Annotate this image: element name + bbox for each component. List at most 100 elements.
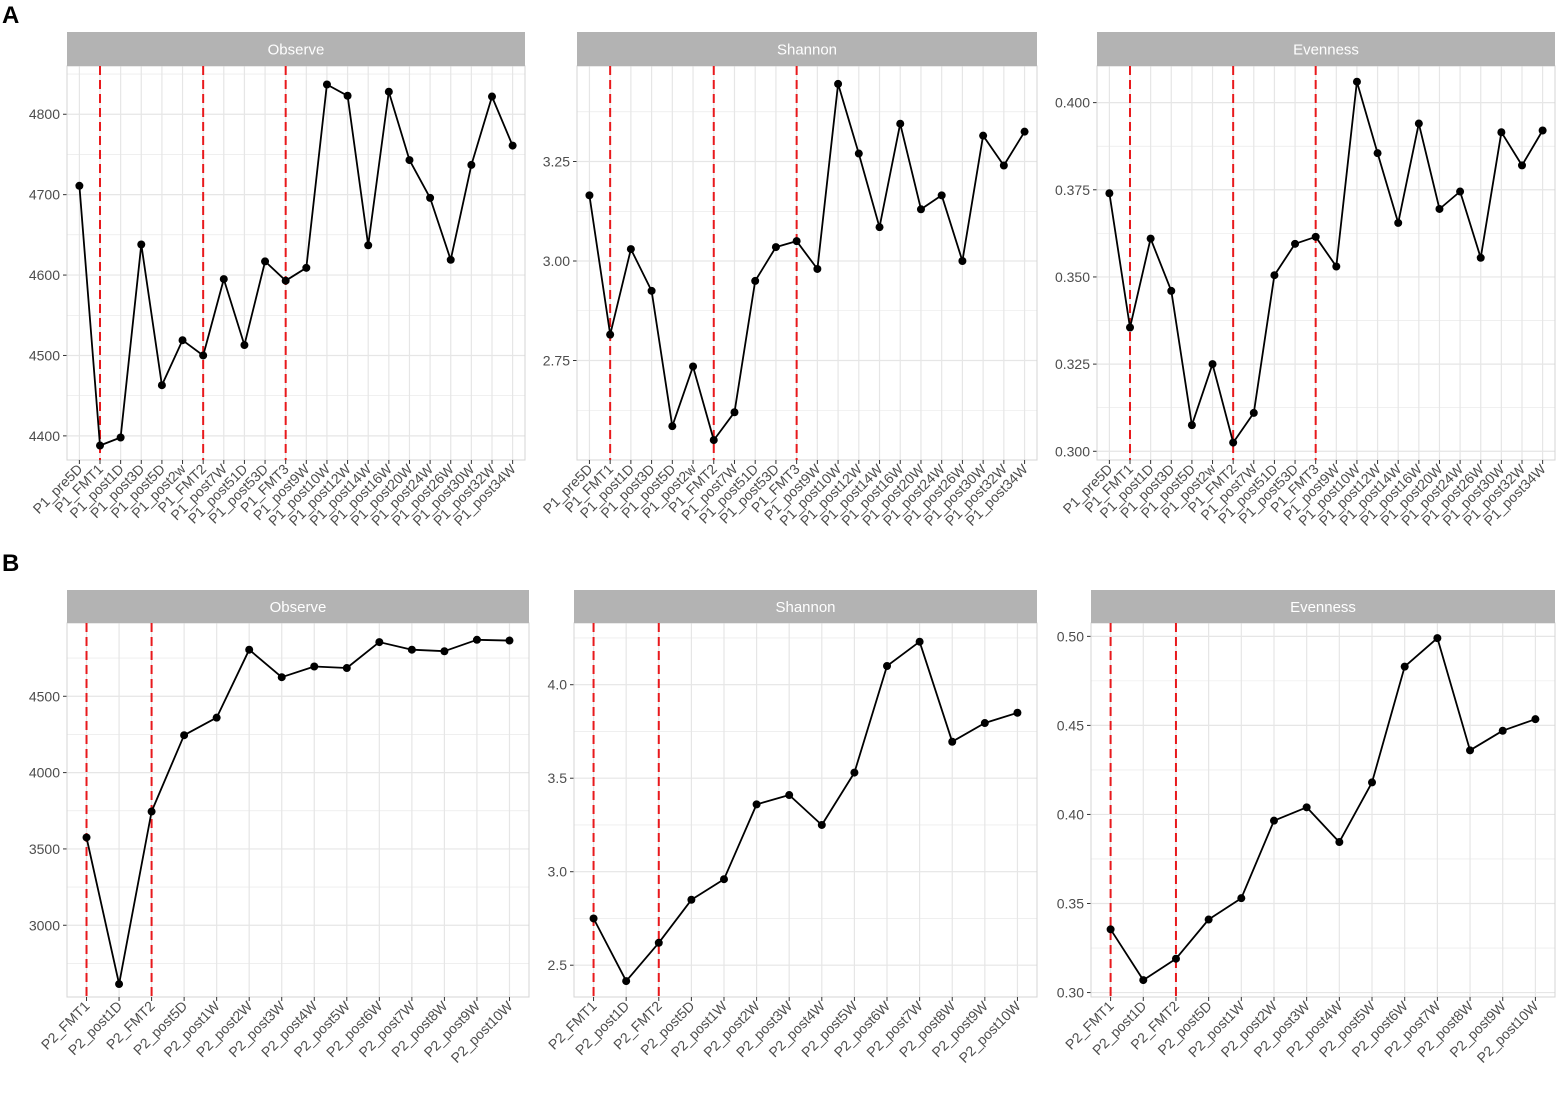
data-point <box>771 243 780 252</box>
data-point <box>1302 803 1311 812</box>
data-point <box>505 636 514 645</box>
row-label-a: A <box>2 2 20 29</box>
data-point <box>1013 708 1022 717</box>
data-point <box>375 638 384 647</box>
data-point <box>281 276 290 285</box>
facet-title: Evenness <box>1293 42 1359 59</box>
data-point <box>1106 925 1115 934</box>
plot-background <box>67 66 525 460</box>
series-line <box>78 83 514 447</box>
panel-shannon: 2.53.03.54.0ShannonP2_FMT1P2_post1DP2_FM… <box>545 590 1038 1066</box>
y-tick-label: 0.375 <box>1055 182 1090 198</box>
facet-title: Evenness <box>1290 599 1356 616</box>
data-point <box>654 938 663 947</box>
data-point <box>157 381 166 390</box>
data-point <box>999 161 1008 170</box>
data-point <box>709 436 718 445</box>
y-tick-label: 4600 <box>29 267 60 283</box>
panel-shannon: 2.753.003.25ShannonP1_pre5DP1_FMT1P1_pos… <box>540 32 1038 529</box>
data-point <box>1249 408 1258 417</box>
data-point <box>1456 187 1465 196</box>
data-point <box>310 662 319 671</box>
y-tick-label: 3.5 <box>548 770 568 786</box>
facet-strip <box>574 590 1037 623</box>
data-point <box>1208 360 1217 369</box>
panel-observe: 44004500460047004800ObserveP1_pre5DP1_FM… <box>29 32 526 529</box>
row-label-b: B <box>2 550 20 577</box>
plot-background <box>1091 623 1555 997</box>
data-point <box>75 181 84 190</box>
panel-observe: 3000350040004500ObserveP2_FMT1P2_post1DP… <box>29 590 530 1066</box>
data-point <box>405 156 414 165</box>
data-point <box>245 645 254 654</box>
y-tick-label: 4700 <box>29 187 60 203</box>
y-tick-label: 4.0 <box>548 677 568 693</box>
y-tick-label: 4500 <box>29 688 60 704</box>
data-point <box>834 79 843 88</box>
data-point <box>407 645 416 654</box>
data-point <box>1466 746 1475 755</box>
data-point <box>792 237 801 246</box>
data-point <box>1229 438 1238 447</box>
facet-strip <box>1091 590 1555 623</box>
y-tick-label: 0.325 <box>1055 356 1090 372</box>
data-point <box>472 635 481 644</box>
plot-background <box>577 66 1037 460</box>
data-point <box>751 276 760 285</box>
data-point <box>1187 421 1196 430</box>
data-point <box>668 422 677 431</box>
data-point <box>440 647 449 656</box>
series-line <box>85 638 510 985</box>
data-point <box>147 807 156 816</box>
data-point <box>622 977 631 986</box>
data-point <box>1517 161 1526 170</box>
data-point <box>1126 323 1135 332</box>
y-tick-label: 3000 <box>29 917 60 933</box>
data-point <box>1476 253 1485 262</box>
data-point <box>937 191 946 200</box>
data-point <box>1237 894 1246 903</box>
data-point <box>785 791 794 800</box>
plot-background <box>67 623 529 997</box>
data-point <box>1311 232 1320 241</box>
data-point <box>1373 149 1382 158</box>
data-point <box>1400 662 1409 671</box>
data-point <box>719 875 728 884</box>
data-point <box>687 895 696 904</box>
data-point <box>277 673 286 682</box>
data-point <box>1368 778 1377 787</box>
data-point <box>850 768 859 777</box>
data-point <box>875 223 884 232</box>
y-tick-label: 3.0 <box>548 864 568 880</box>
panel-evenness: 0.3000.3250.3500.3750.400EvennessP1_pre5… <box>1055 32 1556 529</box>
series-line <box>1108 80 1544 444</box>
data-point <box>96 441 105 450</box>
data-point <box>116 433 125 442</box>
y-tick-label: 0.50 <box>1057 628 1084 644</box>
data-point <box>261 257 270 266</box>
data-point <box>178 336 187 345</box>
data-point <box>1291 239 1300 248</box>
y-tick-label: 2.75 <box>543 353 570 369</box>
y-tick-label: 0.45 <box>1057 717 1084 733</box>
y-tick-label: 4500 <box>29 347 60 363</box>
data-point <box>1394 218 1403 227</box>
data-point <box>752 800 761 809</box>
facet-strip <box>67 32 525 66</box>
data-point <box>1352 77 1361 86</box>
data-point <box>1498 726 1507 735</box>
data-point <box>606 330 615 339</box>
data-point <box>1497 128 1506 137</box>
y-tick-label: 3.00 <box>543 253 570 269</box>
data-point <box>854 149 863 158</box>
data-point <box>1167 286 1176 295</box>
data-point <box>115 980 124 989</box>
data-point <box>730 408 739 417</box>
data-point <box>896 119 905 128</box>
data-point <box>508 141 517 150</box>
data-point <box>467 160 476 169</box>
data-point <box>817 820 826 829</box>
data-point <box>1414 119 1423 128</box>
data-point <box>1020 127 1029 136</box>
data-point <box>1538 126 1547 135</box>
